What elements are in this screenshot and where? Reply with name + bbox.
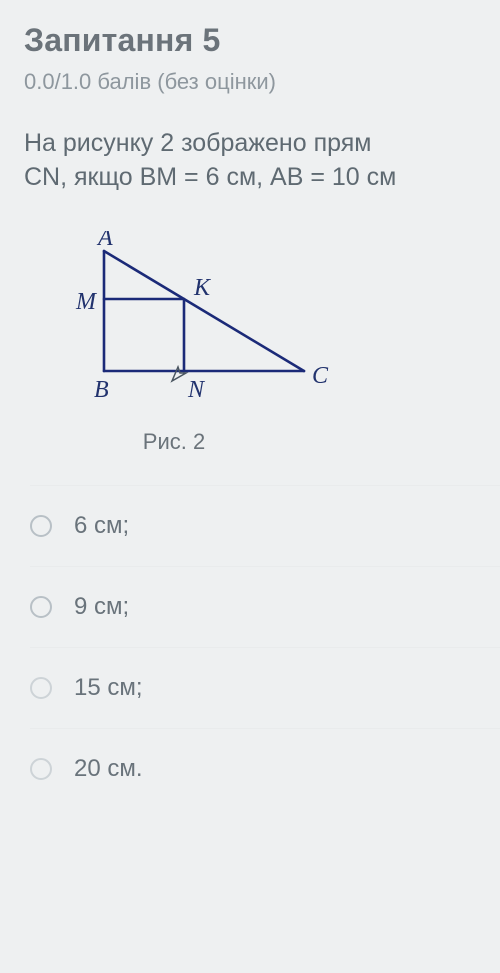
option-2[interactable]: 15 см; bbox=[30, 647, 500, 728]
radio-icon bbox=[30, 677, 52, 699]
svg-text:K: K bbox=[193, 275, 212, 301]
question-line-1: На рисунку 2 зображено прям bbox=[24, 129, 371, 157]
option-label: 9 см; bbox=[74, 593, 129, 621]
svg-text:C: C bbox=[312, 363, 329, 389]
radio-icon bbox=[30, 515, 52, 537]
answer-options: 6 см; 9 см; 15 см; 20 см. bbox=[30, 485, 500, 809]
triangle-diagram: A M K B N C bbox=[44, 231, 344, 421]
option-3[interactable]: 20 см. bbox=[30, 728, 500, 809]
option-label: 20 см. bbox=[74, 755, 143, 783]
svg-text:A: A bbox=[96, 231, 113, 251]
option-0[interactable]: 6 см; bbox=[30, 485, 500, 566]
radio-icon bbox=[30, 758, 52, 780]
radio-icon bbox=[30, 596, 52, 618]
question-text: На рисунку 2 зображено прям CN, якщо BM … bbox=[24, 127, 500, 195]
score-line: 0.0/1.0 балів (без оцінки) bbox=[24, 69, 500, 95]
option-1[interactable]: 9 см; bbox=[30, 566, 500, 647]
svg-text:M: M bbox=[75, 289, 98, 315]
question-title: Запитання 5 bbox=[24, 22, 500, 59]
option-label: 15 см; bbox=[74, 674, 143, 702]
svg-text:N: N bbox=[187, 377, 206, 403]
question-line-2: CN, якщо BM = 6 см, AB = 10 см bbox=[24, 163, 396, 191]
option-label: 6 см; bbox=[74, 512, 129, 540]
figure-caption: Рис. 2 bbox=[44, 429, 304, 455]
figure: A M K B N C Рис. 2 bbox=[44, 231, 500, 455]
svg-text:B: B bbox=[94, 377, 109, 403]
